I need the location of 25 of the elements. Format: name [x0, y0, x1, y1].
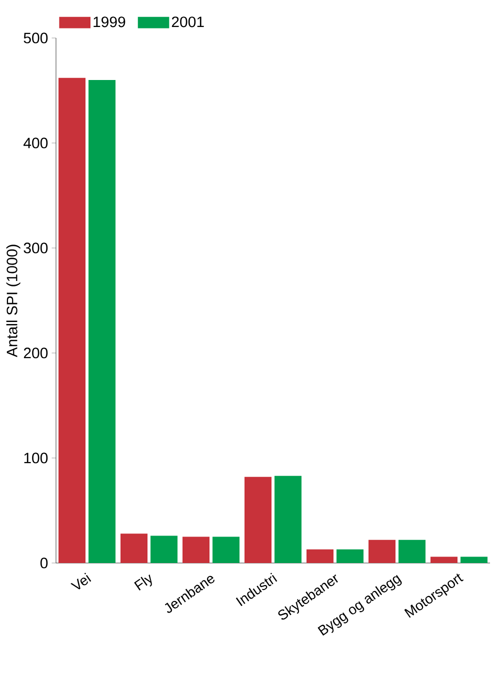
bar	[58, 78, 86, 563]
bar	[120, 534, 148, 563]
bar	[182, 536, 210, 563]
bar	[244, 476, 272, 563]
y-tick-label: 200	[24, 348, 48, 358]
bar	[336, 549, 364, 563]
y-tick-label: 0	[40, 558, 48, 568]
y-tick-label: 500	[24, 32, 48, 44]
y-tick-label: 300	[24, 242, 48, 254]
bar	[88, 80, 116, 563]
y-tick-label: 400	[24, 138, 48, 148]
y-axis-title: Antall SPI (1000)	[6, 244, 20, 358]
bar	[368, 540, 396, 563]
bar	[212, 536, 240, 563]
y-tick-label: 100	[24, 452, 48, 464]
bar	[150, 536, 178, 563]
x-tick-label: Fly	[134, 574, 152, 591]
x-tick-label: Vei	[70, 572, 92, 590]
legend-label: 1999	[94, 16, 126, 28]
bar	[460, 556, 488, 563]
bar	[430, 556, 458, 563]
bar	[398, 540, 426, 563]
bar	[274, 476, 302, 563]
bar	[306, 549, 334, 563]
legend-label: 2001	[172, 16, 204, 28]
